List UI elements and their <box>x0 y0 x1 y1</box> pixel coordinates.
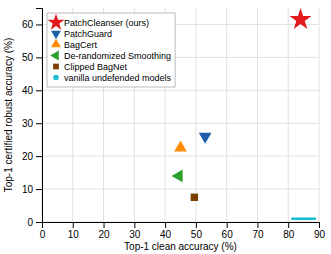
legend-label: PatchGuard <box>64 29 112 39</box>
x-tick: 50 <box>191 222 203 240</box>
legend-box <box>47 13 175 87</box>
y-tick: 30 <box>22 118 42 129</box>
legend-symbol <box>50 51 59 61</box>
x-tick-mark <box>257 222 258 228</box>
y-tick-mark <box>36 189 42 190</box>
plot: 01020304050607080900102030405060Top-1 cl… <box>3 8 325 252</box>
grid-line-y <box>42 189 319 190</box>
x-tick-mark <box>288 222 289 228</box>
grid <box>42 8 319 222</box>
x-tick-mark <box>319 222 320 228</box>
grid-line-x <box>195 8 196 222</box>
y-tick-label: 40 <box>22 85 34 96</box>
x-tick: 10 <box>68 222 80 240</box>
grid-line-x <box>257 8 258 222</box>
y-tick: 20 <box>22 151 42 162</box>
y-tick-label: 0 <box>27 217 33 228</box>
y-tick: 10 <box>22 184 42 195</box>
x-axis-line <box>43 223 320 229</box>
point <box>172 170 183 183</box>
x-tick-label: 40 <box>160 229 172 240</box>
point <box>191 194 198 201</box>
series-line <box>291 217 316 220</box>
legend-label: De-randomized Smoothing <box>64 51 171 61</box>
grid-line-y <box>42 156 319 157</box>
x-axis-title: Top-1 clean accuracy (%) <box>124 241 237 252</box>
y-tick-mark <box>36 90 42 91</box>
y-tick-mark <box>36 123 42 124</box>
y-tick-label: 30 <box>22 118 34 129</box>
legend-label: BagCert <box>64 40 98 50</box>
y-tick-label: 20 <box>22 151 34 162</box>
legend-label: PatchCleanser (ours) <box>64 18 149 28</box>
y-tick-mark <box>36 222 42 223</box>
grid-line-y <box>42 123 319 124</box>
y-axis: 0 10 20 30 40 50 60 <box>22 9 43 228</box>
x-tick: 20 <box>98 222 110 240</box>
y-tick: 40 <box>22 85 42 96</box>
x-tick: 40 <box>160 222 172 240</box>
y-axis-title: Top-1 certified robust accuracy (%) <box>3 38 14 193</box>
legend-label: vanilla undefended models <box>64 73 172 83</box>
point <box>174 141 187 152</box>
grid-line-x <box>288 8 289 222</box>
marks <box>172 8 316 219</box>
y-tick-label: 50 <box>22 52 34 63</box>
legend-symbol <box>47 14 64 30</box>
x-tick-mark <box>104 222 105 228</box>
x-tick: 0 <box>40 222 46 240</box>
x-tick: 30 <box>129 222 141 240</box>
y-axis-line <box>36 9 43 223</box>
legend-symbol <box>51 31 61 40</box>
y-tick: 60 <box>22 19 42 30</box>
x-tick-mark <box>196 222 197 228</box>
y-tick-label: 10 <box>22 184 34 195</box>
x-tick-label: 90 <box>314 229 326 240</box>
legend-symbol <box>53 64 59 70</box>
x-tick: 60 <box>222 222 234 240</box>
x-tick-label: 50 <box>191 229 203 240</box>
chart: 01020304050607080900102030405060Top-1 cl… <box>0 0 331 254</box>
x-tick-label: 30 <box>129 229 141 240</box>
y-tick-mark <box>36 24 42 25</box>
grid-line-x <box>319 8 320 222</box>
y-tick-mark <box>36 156 42 157</box>
x-tick-label: 10 <box>68 229 80 240</box>
x-tick: 80 <box>283 222 295 240</box>
grid-line-x <box>226 8 227 222</box>
x-axis: 0 10 20 30 40 50 60 70 80 90 <box>40 222 326 240</box>
x-tick-mark <box>165 222 166 228</box>
x-tick: 70 <box>252 222 264 240</box>
x-tick-mark <box>134 222 135 228</box>
grid-line-y <box>42 90 319 91</box>
legend-symbol <box>51 39 61 48</box>
y-tick-mark <box>36 57 42 58</box>
x-tick-label: 60 <box>222 229 234 240</box>
x-tick-label: 20 <box>98 229 110 240</box>
point <box>290 8 312 29</box>
x-tick-label: 80 <box>283 229 295 240</box>
legend-label: Clipped BagNet <box>64 62 128 72</box>
x-tick-mark <box>227 222 228 228</box>
legend-symbol <box>53 75 59 81</box>
point <box>199 133 212 144</box>
x-tick: 90 <box>314 222 326 240</box>
y-tick: 0 <box>27 217 42 228</box>
x-tick-label: 0 <box>40 229 46 240</box>
x-tick-mark <box>73 222 74 228</box>
y-tick-label: 60 <box>22 19 34 30</box>
x-tick-label: 70 <box>252 229 264 240</box>
y-tick: 50 <box>22 52 42 63</box>
legend: PatchCleanser (ours)PatchGuardBagCertDe-… <box>47 13 175 87</box>
